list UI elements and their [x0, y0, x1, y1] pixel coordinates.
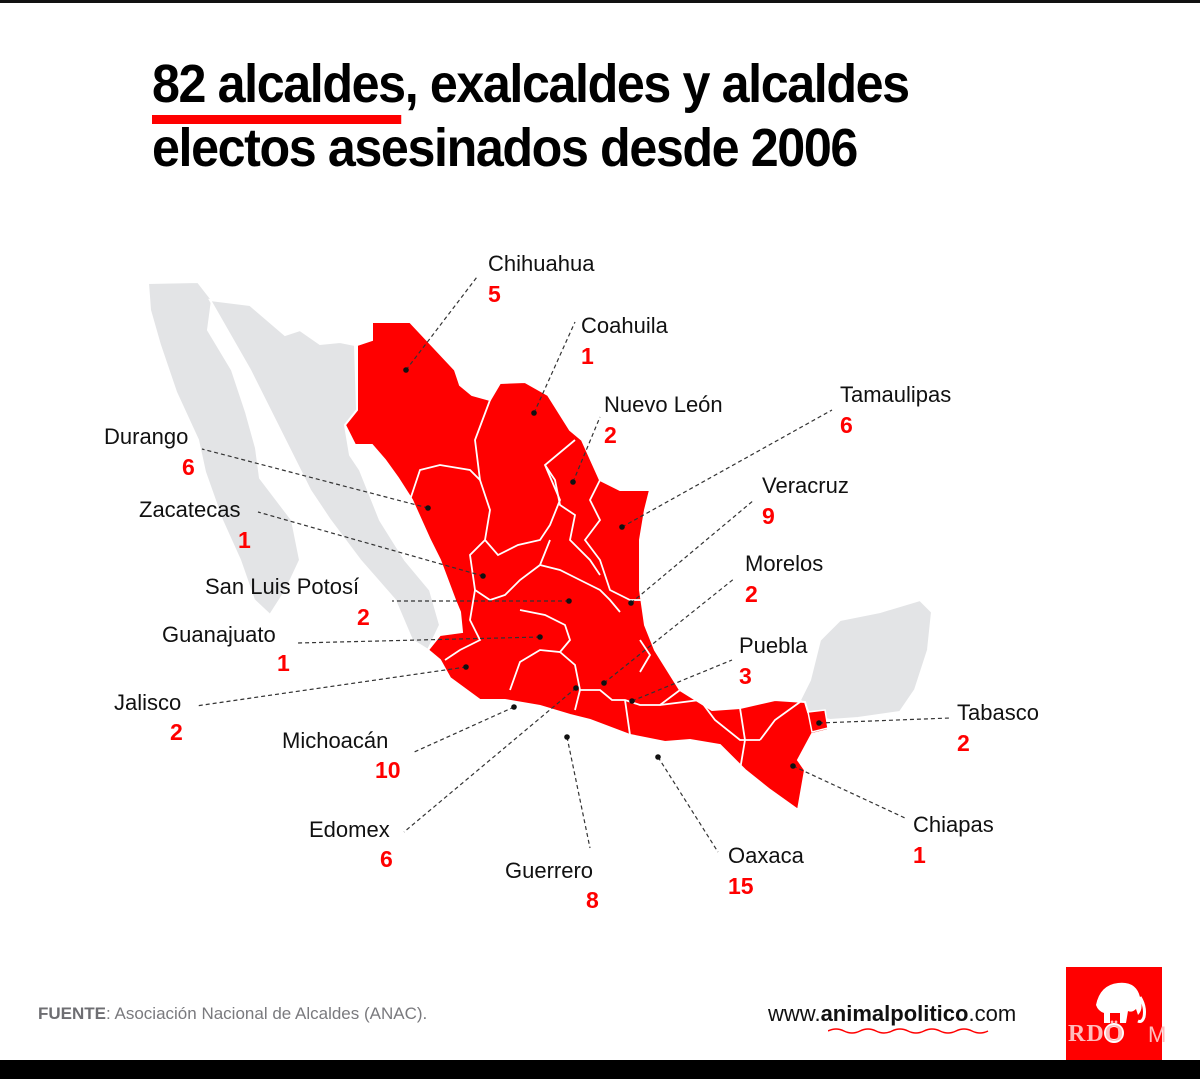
watermark-2: M	[1148, 1022, 1167, 1047]
count-zacatecas: 1	[238, 527, 251, 553]
count-tamaulipas: 6	[840, 412, 853, 438]
label-veracruz: Veracruz	[762, 473, 849, 498]
count-durango: 6	[182, 454, 195, 480]
top-border	[0, 0, 1200, 3]
source-text: : Asociación Nacional de Alcaldes (ANAC)…	[106, 1004, 428, 1023]
label-edomex: Edomex	[309, 817, 390, 842]
label-oaxaca: Oaxaca	[728, 843, 804, 868]
label-chiapas: Chiapas	[913, 812, 994, 837]
page-title: 82 alcaldes, exalcaldes y alcaldes elect…	[152, 52, 1082, 180]
label-durango: Durango	[104, 424, 189, 449]
site-name: animalpolitico	[820, 1001, 969, 1026]
label-tabasco: Tabasco	[957, 700, 1039, 725]
leader-lines	[195, 276, 951, 853]
count-jalisco: 2	[170, 719, 183, 745]
count-chihuahua: 5	[488, 281, 501, 307]
label-zacatecas: Zacatecas	[139, 497, 241, 522]
label-guerrero: Guerrero	[505, 858, 594, 883]
state-borders	[409, 399, 801, 771]
elephant-on-ball-icon	[1096, 982, 1146, 1043]
title-highlight: 82 alcaldes	[152, 54, 406, 124]
affected-states-region	[343, 321, 830, 812]
yucatan-region	[798, 598, 934, 722]
count-michoacan: 10	[375, 757, 401, 783]
state-dots	[403, 367, 822, 769]
count-edomex: 6	[380, 846, 393, 872]
wavy-underline-icon	[828, 1028, 989, 1034]
label-michoacan: Michoacán	[282, 728, 389, 753]
watermark: RDÖ	[1068, 1021, 1125, 1047]
source-note: FUENTE: Asociación Nacional de Alcaldes …	[38, 1004, 427, 1024]
count-guanajuato: 1	[277, 650, 290, 676]
label-jalisco: Jalisco	[114, 690, 182, 715]
count-morelos: 2	[745, 581, 758, 607]
sonora-sinaloa-region	[208, 298, 442, 652]
baja-california-region	[146, 280, 302, 617]
animal-politico-logo: RDÖ M	[1066, 967, 1166, 1060]
title-line2: electos asesinados desde 2006	[152, 118, 858, 178]
label-puebla: Puebla	[739, 633, 808, 658]
site-suffix: .com	[968, 1001, 1017, 1026]
site-url[interactable]: www.animalpolitico.com	[768, 1001, 1017, 1034]
count-puebla: 3	[739, 663, 752, 689]
label-san-luis-potosi: San Luis Potosí	[205, 574, 360, 599]
label-morelos: Morelos	[745, 551, 824, 576]
bottom-border	[0, 1060, 1200, 1079]
count-oaxaca: 15	[728, 873, 754, 899]
label-nuevo-leon: Nuevo León	[604, 392, 723, 417]
source-label: FUENTE	[38, 1004, 106, 1023]
count-san-luis-potosi: 2	[357, 604, 370, 630]
count-coahuila: 1	[581, 343, 594, 369]
count-nuevo-leon: 2	[604, 422, 617, 448]
label-coahuila: Coahuila	[581, 313, 668, 338]
title-line1-rest: , exalcaldes y alcaldes	[404, 54, 910, 114]
label-chihuahua: Chihuahua	[488, 251, 595, 276]
count-chiapas: 1	[913, 842, 926, 868]
count-tabasco: 2	[957, 730, 970, 756]
site-prefix: www.	[768, 1001, 821, 1026]
label-tamaulipas: Tamaulipas	[840, 382, 952, 407]
label-guanajuato: Guanajuato	[162, 622, 276, 647]
count-veracruz: 9	[762, 503, 775, 529]
count-guerrero: 8	[586, 887, 599, 913]
